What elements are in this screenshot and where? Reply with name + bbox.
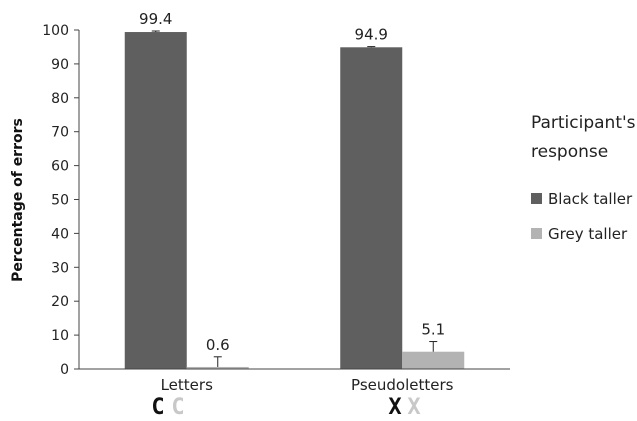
pseudoletter-black-glyph: X bbox=[388, 395, 401, 420]
category-labels: Letters Pseudoletters bbox=[161, 376, 454, 394]
y-tick-label-10: 100 bbox=[42, 23, 69, 39]
category-label-pseudoletters: Pseudoletters bbox=[351, 376, 454, 394]
bar-black-taller-letters bbox=[124, 32, 187, 370]
pseudoletter-grey-glyph: X bbox=[407, 395, 420, 420]
bar-black-taller-pseudoletters bbox=[340, 47, 403, 369]
letters-glyphs: C C bbox=[151, 395, 184, 420]
y-tick-label-3: 30 bbox=[51, 260, 69, 276]
category-label-letters: Letters bbox=[161, 376, 213, 394]
y-tick-label-5: 50 bbox=[51, 193, 69, 209]
legend-title-line2: response bbox=[531, 142, 608, 162]
y-tick-label-1: 10 bbox=[51, 328, 69, 344]
legend: Participant's response Black taller Grey… bbox=[531, 113, 636, 243]
letter-c-black-glyph: C bbox=[151, 395, 164, 420]
error-bars bbox=[151, 30, 438, 367]
y-tick-label-7: 70 bbox=[51, 125, 69, 141]
bar-grey-taller-letters bbox=[186, 366, 249, 369]
y-axis-ticks: 0 10 20 30 40 50 60 70 80 90 100 bbox=[42, 23, 79, 378]
letter-c-grey-glyph: C bbox=[171, 395, 184, 420]
y-tick-label-6: 60 bbox=[51, 159, 69, 175]
pseudoletter-glyphs: X X bbox=[388, 395, 420, 420]
data-label-1-0: 0.6 bbox=[206, 336, 230, 354]
bars bbox=[124, 32, 465, 370]
data-label-1-1: 5.1 bbox=[421, 321, 445, 339]
legend-label-black-taller: Black taller bbox=[548, 190, 633, 208]
y-tick-label-0: 0 bbox=[60, 362, 69, 378]
data-labels: 99.4 94.9 0.6 5.1 bbox=[139, 10, 445, 354]
y-tick-label-4: 40 bbox=[51, 226, 69, 242]
y-tick-label-8: 80 bbox=[51, 91, 69, 107]
data-label-0-0: 99.4 bbox=[139, 10, 172, 28]
legend-swatch-black-taller bbox=[531, 193, 542, 204]
y-axis-title: Percentage of errors bbox=[10, 118, 26, 282]
bar-grey-taller-pseudoletters bbox=[402, 351, 465, 369]
y-tick-label-9: 90 bbox=[51, 57, 69, 73]
legend-swatch-grey-taller bbox=[531, 228, 542, 239]
y-tick-label-2: 20 bbox=[51, 294, 69, 310]
legend-title-line1: Participant's bbox=[531, 113, 636, 133]
data-label-0-1: 94.9 bbox=[355, 26, 388, 44]
legend-label-grey-taller: Grey taller bbox=[548, 225, 628, 243]
